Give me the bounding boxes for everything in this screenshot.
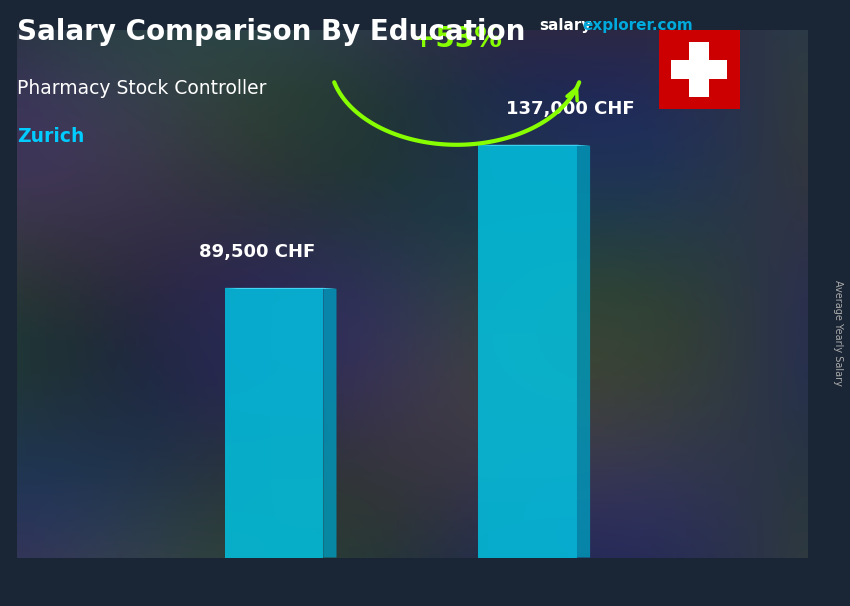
Polygon shape <box>323 288 337 558</box>
Text: +53%: +53% <box>411 25 501 53</box>
Bar <box>671 60 728 79</box>
Text: salary: salary <box>540 18 592 33</box>
Text: Salary Comparison By Education: Salary Comparison By Education <box>17 18 525 46</box>
Text: Zurich: Zurich <box>17 127 84 146</box>
Polygon shape <box>478 145 577 558</box>
Polygon shape <box>224 288 337 289</box>
Text: Pharmacy Stock Controller: Pharmacy Stock Controller <box>17 79 267 98</box>
Text: Average Yearly Salary: Average Yearly Salary <box>833 281 843 386</box>
Text: explorer.com: explorer.com <box>582 18 693 33</box>
Polygon shape <box>478 145 590 146</box>
Text: 89,500 CHF: 89,500 CHF <box>199 243 315 261</box>
Polygon shape <box>224 288 323 558</box>
Polygon shape <box>577 145 590 558</box>
Bar <box>689 42 709 98</box>
Text: 137,000 CHF: 137,000 CHF <box>506 99 635 118</box>
